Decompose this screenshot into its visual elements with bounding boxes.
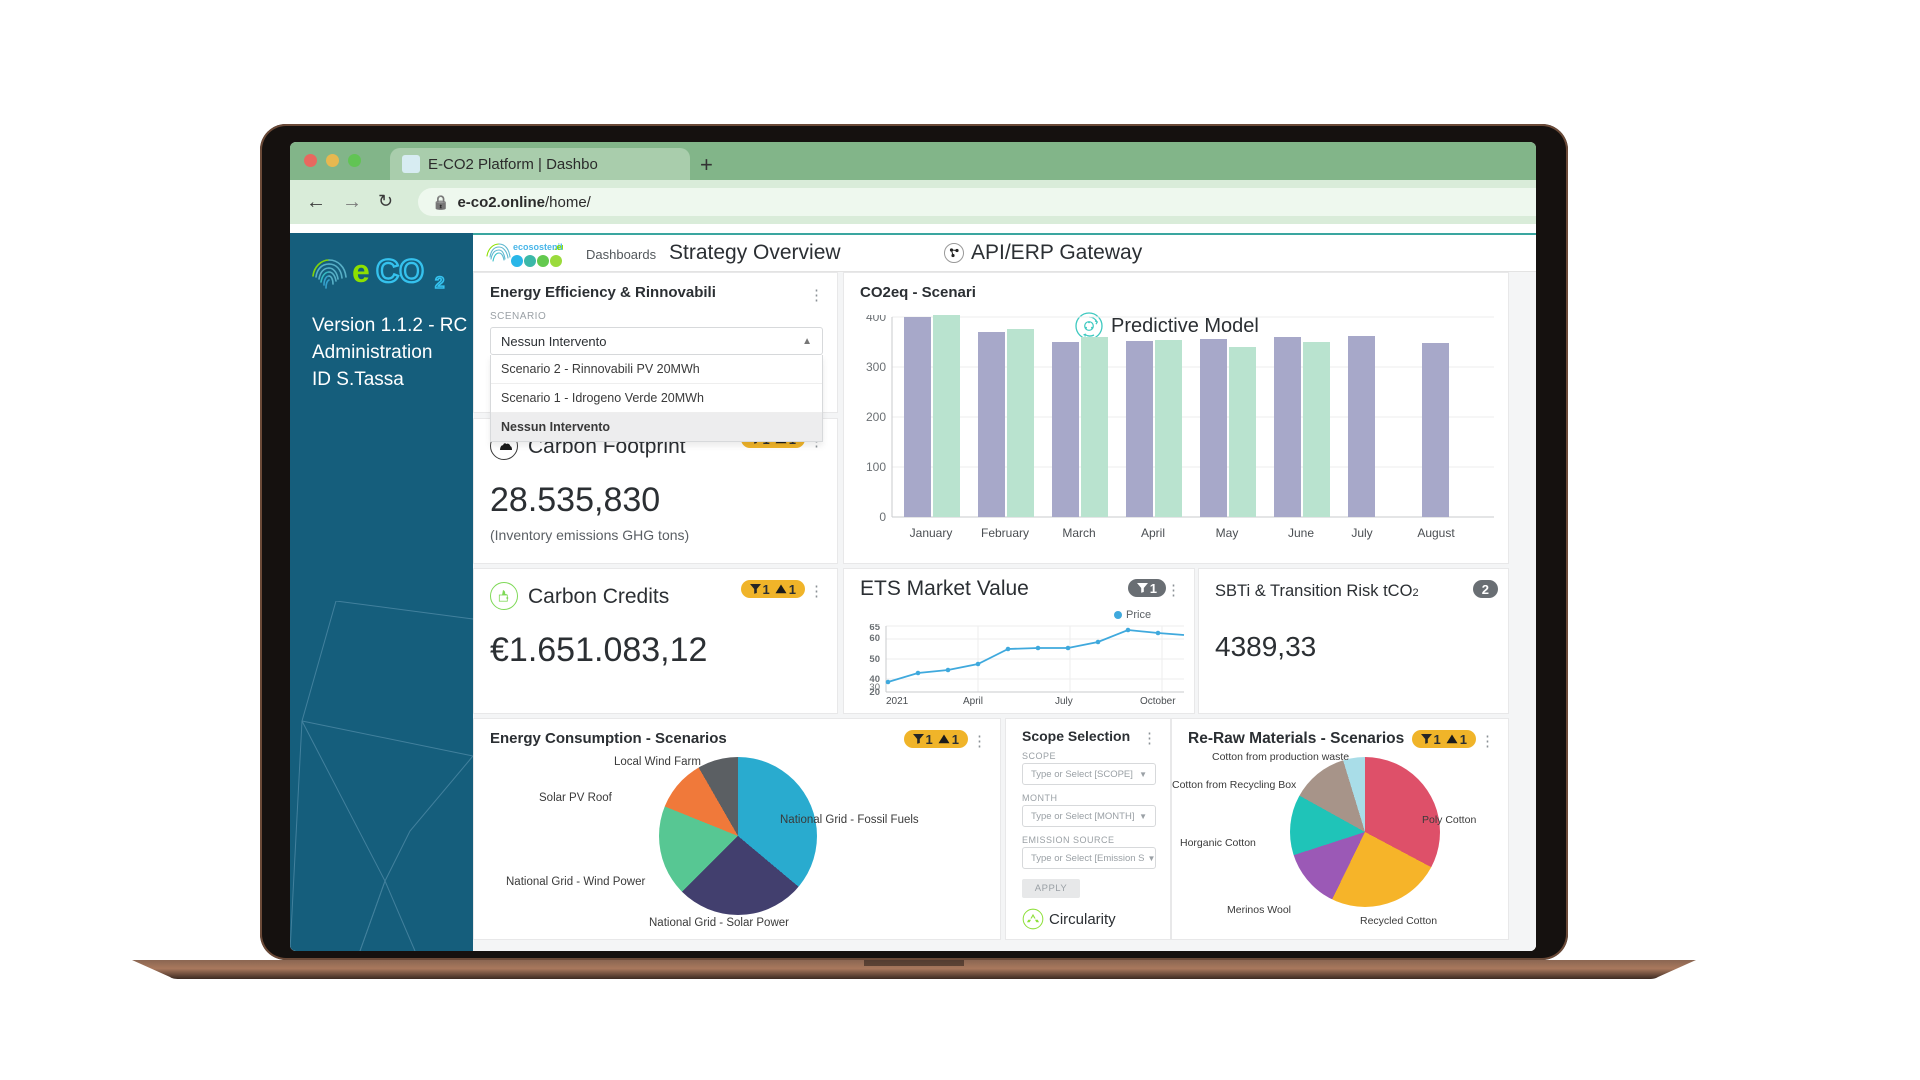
svg-text:e: e [352,253,370,289]
svg-text:20: 20 [869,687,880,698]
svg-text:August: August [1417,526,1455,540]
svg-text:300: 300 [866,360,886,374]
svg-text:April: April [1141,526,1165,540]
svg-text:50: 50 [869,654,880,665]
svg-text:60: 60 [869,633,880,644]
svg-text:June: June [1288,526,1314,540]
svg-text:July: July [1055,696,1073,707]
svg-text:May: May [1216,526,1239,540]
svg-text:400: 400 [866,315,886,324]
svg-text:April: April [963,696,983,707]
svg-text:100: 100 [866,460,886,474]
svg-text:2021: 2021 [886,696,909,707]
svg-text:October: October [1140,696,1176,707]
svg-text:July: July [1351,526,1372,540]
svg-text:200: 200 [866,410,886,424]
svg-text:2: 2 [435,273,444,292]
svg-text:.eu: .eu [554,242,563,252]
svg-text:January: January [910,526,953,540]
svg-text:CO: CO [376,253,424,289]
svg-text:February: February [981,526,1029,540]
svg-text:0: 0 [879,510,886,524]
svg-text:March: March [1062,526,1095,540]
svg-text:65: 65 [869,624,880,633]
